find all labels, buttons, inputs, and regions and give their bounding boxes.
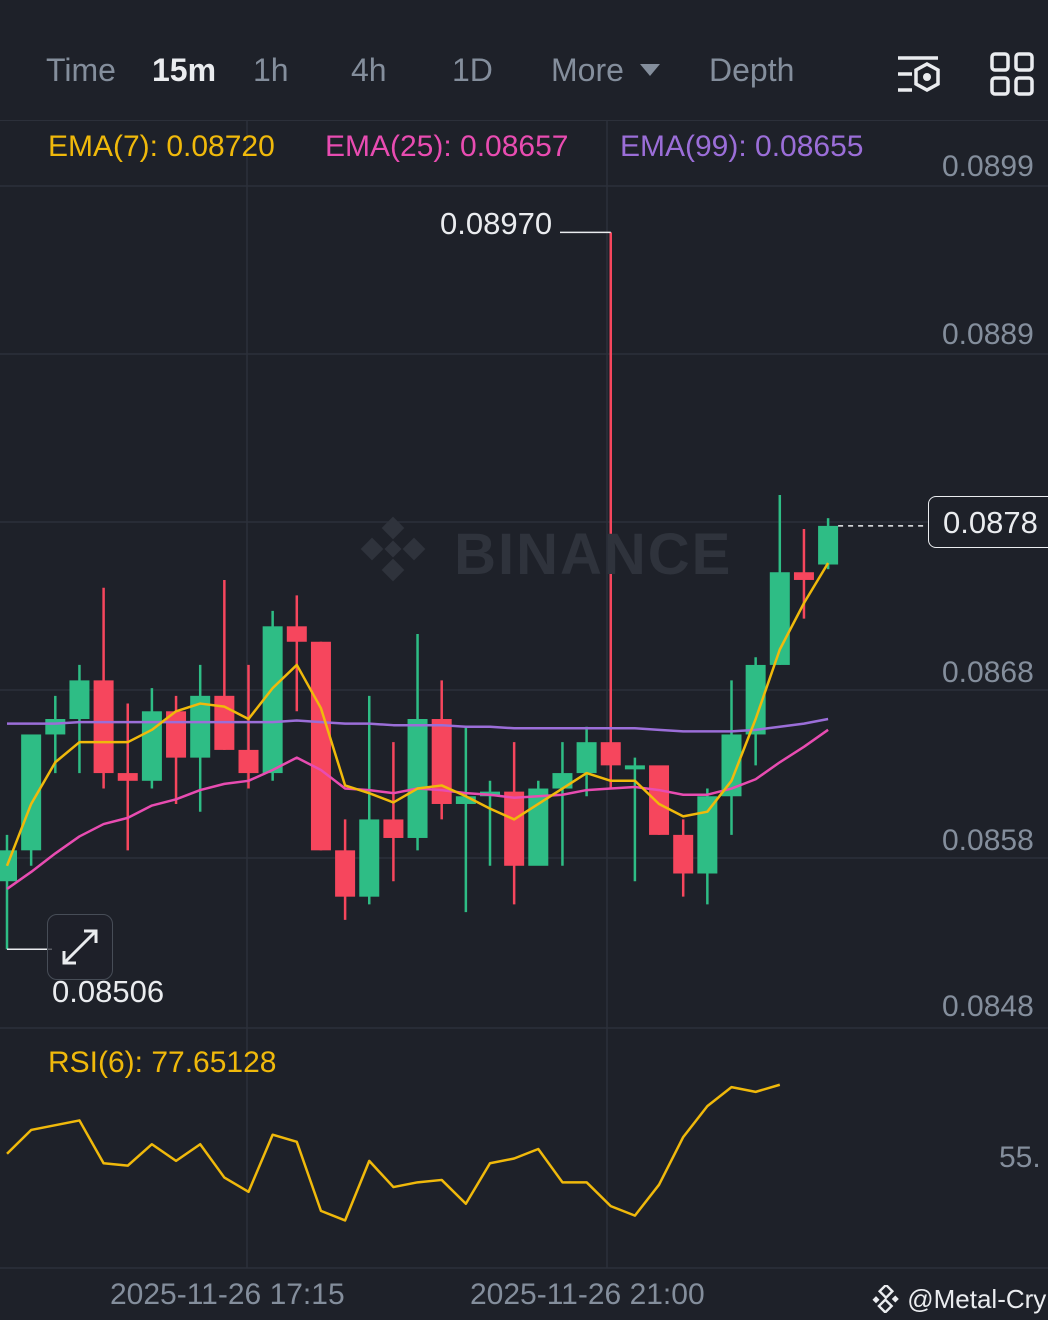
candle-body-up bbox=[69, 680, 90, 720]
candle-body-up bbox=[0, 850, 17, 882]
candle-body-up bbox=[407, 719, 428, 838]
tab-more[interactable]: More bbox=[551, 52, 660, 89]
rsi-line bbox=[6, 1083, 781, 1222]
indicator-settings-icon[interactable] bbox=[894, 50, 944, 100]
ema99-line bbox=[7, 717, 829, 733]
candle-body-up bbox=[721, 734, 742, 797]
binance-square-icon bbox=[872, 1283, 899, 1315]
credit-text: @Metal-Cry bbox=[907, 1284, 1047, 1314]
candle-body-down bbox=[600, 742, 621, 766]
candle-body-down bbox=[335, 850, 356, 897]
time-axis-label: 2025-11-26 21:00 bbox=[470, 1278, 705, 1311]
rsi-axis-label: 55. bbox=[999, 1141, 1041, 1174]
price-axis-label: 0.0889 bbox=[942, 318, 1034, 351]
binance-logo-icon bbox=[360, 516, 426, 582]
price-axis-label: 0.0868 bbox=[942, 656, 1034, 689]
candle-body-up bbox=[262, 626, 283, 774]
current-price-value: 0.0878 bbox=[943, 505, 1038, 540]
candle-body-up bbox=[697, 796, 718, 874]
candle-body-up bbox=[21, 734, 42, 851]
candle-body-down bbox=[117, 773, 138, 781]
ema7-line bbox=[5, 562, 830, 867]
ema7-legend: EMA(7): 0.08720 bbox=[48, 130, 275, 163]
candle-body-down bbox=[166, 711, 187, 758]
expand-arrows-icon bbox=[62, 929, 98, 965]
layout-grid-icon[interactable] bbox=[988, 50, 1038, 100]
candle-body-up bbox=[45, 719, 66, 735]
candle-body-up bbox=[576, 742, 597, 774]
candle-body-down bbox=[93, 680, 114, 774]
tab-time[interactable]: Time bbox=[46, 52, 116, 88]
tab-1d[interactable]: 1D bbox=[452, 52, 493, 88]
candle-body-up bbox=[745, 664, 766, 735]
rsi6-line bbox=[6, 1083, 781, 1222]
interval-tab-bar: Time 15m 1h 4h 1D More Depth bbox=[0, 0, 1048, 121]
chart-grid bbox=[0, 120, 1048, 1269]
tab-4h[interactable]: 4h bbox=[351, 52, 387, 88]
candle-body-down bbox=[286, 626, 307, 642]
tab-depth[interactable]: Depth bbox=[709, 52, 795, 88]
price-markers bbox=[7, 231, 928, 950]
candle-body-up bbox=[624, 765, 645, 770]
rsi-legend: RSI(6): 77.65128 bbox=[48, 1046, 277, 1079]
candle-body-down bbox=[673, 834, 694, 874]
time-axis-label: 2025-11-26 17:15 bbox=[110, 1278, 345, 1311]
ema-lines bbox=[5, 562, 830, 890]
candle-body-down bbox=[504, 791, 525, 866]
candle-body-down bbox=[431, 719, 452, 804]
candles bbox=[0, 232, 839, 950]
tab-15m[interactable]: 15m bbox=[152, 52, 217, 88]
binance-watermark: BINANCE bbox=[360, 508, 732, 588]
candle-body-down bbox=[649, 765, 670, 835]
tab-1h[interactable]: 1h bbox=[253, 52, 289, 88]
candle-body-up bbox=[818, 525, 839, 565]
author-credit: @Metal-Cry bbox=[872, 1280, 1046, 1315]
price-axis-label: 0.0899 bbox=[942, 150, 1034, 183]
candle-body-down bbox=[238, 749, 259, 774]
candle-body-up bbox=[141, 711, 162, 781]
candle-body-down bbox=[310, 641, 331, 851]
current-price-tag: 0.0878 bbox=[928, 496, 1048, 548]
ema25-legend: EMA(25): 0.08657 bbox=[325, 130, 569, 163]
candle-body-up bbox=[455, 796, 476, 804]
ema99-legend: EMA(99): 0.08655 bbox=[620, 130, 864, 163]
high-price-label: 0.08970 bbox=[440, 206, 553, 241]
candle-body-up bbox=[190, 695, 211, 758]
price-axis-label: 0.0848 bbox=[942, 990, 1034, 1023]
fullscreen-button[interactable] bbox=[47, 914, 113, 980]
caret-down-icon bbox=[639, 64, 660, 76]
tab-more-label: More bbox=[551, 52, 624, 88]
candle-body-up bbox=[359, 819, 380, 897]
candle-body-down bbox=[793, 572, 814, 580]
candle-body-up bbox=[552, 773, 573, 789]
price-axis-label: 0.0858 bbox=[942, 824, 1034, 857]
candle-body-down bbox=[383, 819, 404, 838]
watermark-text: BINANCE bbox=[454, 522, 733, 587]
